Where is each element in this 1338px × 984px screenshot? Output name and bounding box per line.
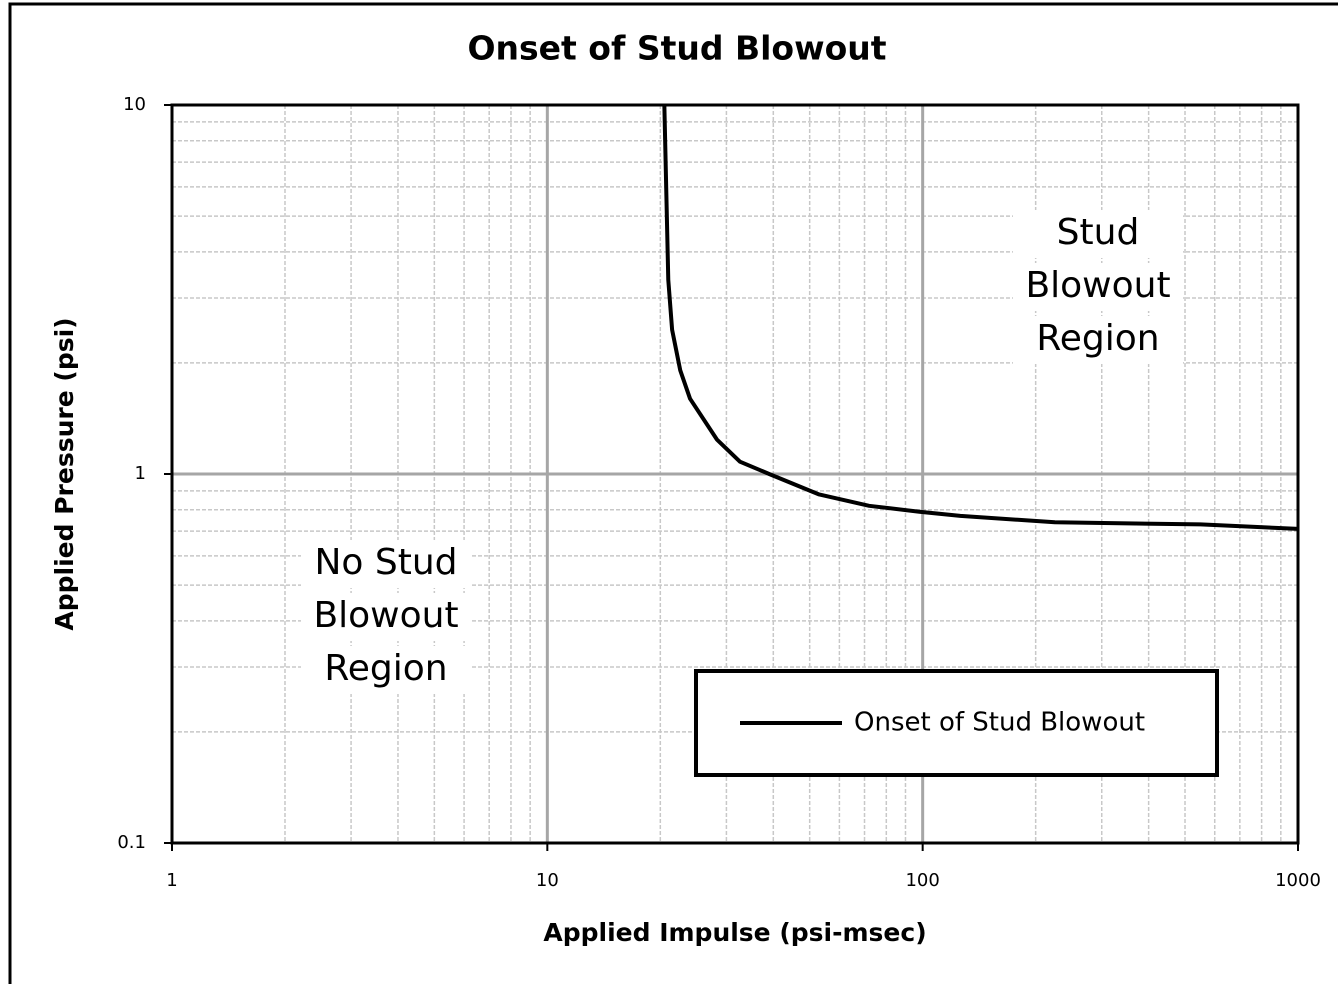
chart-title: Onset of Stud Blowout bbox=[467, 29, 886, 68]
x-tick-label: 1000 bbox=[1275, 870, 1321, 891]
x-tick-label: 100 bbox=[905, 870, 939, 891]
annotation-bg bbox=[301, 540, 471, 588]
y-tick-label: 1 bbox=[135, 463, 146, 484]
annotation-bg bbox=[301, 593, 471, 641]
annotation: Blowout bbox=[313, 595, 458, 636]
y-tick-label: 10 bbox=[123, 94, 146, 115]
annotation-bg bbox=[1013, 210, 1183, 258]
annotation: Blowout bbox=[1025, 265, 1170, 306]
x-tick-label: 1 bbox=[166, 870, 177, 891]
annotation-bg bbox=[1013, 263, 1183, 311]
chart-border bbox=[8, 2, 1338, 984]
annotation: Region bbox=[1036, 318, 1159, 359]
plot-frame bbox=[170, 103, 1300, 845]
line bbox=[662, 104, 1299, 531]
annotation: Region bbox=[324, 648, 447, 689]
y-tick-label: 0.1 bbox=[117, 832, 146, 853]
y-axis-label: Applied Pressure (psi) bbox=[50, 317, 79, 630]
annotation-bg bbox=[1013, 316, 1183, 364]
x-tick-label: 10 bbox=[536, 870, 559, 891]
annotation-bg bbox=[301, 646, 471, 694]
x-axis-label: Applied Impulse (psi-msec) bbox=[543, 918, 926, 947]
legend-label: Onset of Stud Blowout bbox=[854, 708, 1145, 738]
annotation: No Stud bbox=[314, 542, 457, 583]
annotation: Stud bbox=[1057, 212, 1140, 253]
